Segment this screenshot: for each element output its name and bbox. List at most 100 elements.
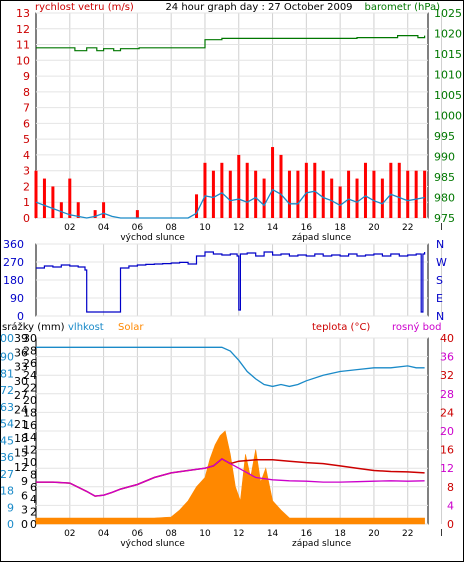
rain-y-tick-24: 24 bbox=[23, 369, 37, 382]
wind-gust-bar bbox=[389, 162, 393, 218]
wind-gust-bar bbox=[355, 178, 359, 218]
rain-y-tick-8: 8 bbox=[30, 468, 37, 481]
bottom-x-tick-12: 12 bbox=[233, 529, 244, 539]
right-y-tick-0: 0 bbox=[447, 518, 454, 531]
right-y-tick-20: 20 bbox=[440, 425, 454, 438]
wind-speed-line bbox=[35, 188, 425, 219]
top-x-tick-10: 10 bbox=[199, 223, 211, 233]
right-y-tick-36: 36 bbox=[440, 351, 454, 364]
direction-y-tick-90: 90 bbox=[10, 292, 24, 305]
humidity-y-tick-36: 36 bbox=[0, 451, 14, 464]
wind-y-tick-9: 9 bbox=[23, 70, 30, 83]
top-x-tick-14: 14 bbox=[267, 223, 279, 233]
wind-gust-bar bbox=[245, 162, 249, 218]
wind-gust-bar bbox=[220, 162, 224, 218]
pressure-y-tick-1000: 1000 bbox=[434, 110, 462, 123]
solar-area bbox=[35, 430, 425, 525]
wind-gust-bar bbox=[406, 170, 410, 218]
top-x-tick-16: 16 bbox=[301, 223, 313, 233]
wind-y-tick-1: 1 bbox=[23, 196, 30, 209]
wind-y-tick-8: 8 bbox=[23, 86, 30, 99]
wind-gust-bar bbox=[338, 186, 342, 218]
wind-gust-bar bbox=[313, 162, 317, 218]
direction-y-tick-270: 270 bbox=[3, 256, 24, 269]
bottom-x-tick-18: 18 bbox=[334, 529, 346, 539]
direction-compass-N-4: N bbox=[436, 310, 444, 323]
top-sunrise-label: východ slunce bbox=[120, 233, 185, 243]
wind-gust-bar bbox=[321, 170, 325, 218]
temp-left-tick-30: 30 bbox=[14, 375, 28, 388]
direction-compass-E-3: E bbox=[436, 292, 443, 305]
rain-y-tick-2: 2 bbox=[30, 506, 37, 519]
wind-gust-bar bbox=[414, 170, 418, 218]
wind-y-tick-4: 4 bbox=[23, 149, 30, 162]
top-x-tick-08: 08 bbox=[165, 223, 177, 233]
pressure-y-tick-1010: 1010 bbox=[434, 69, 462, 82]
bottom-x-tick-04: 04 bbox=[98, 529, 110, 539]
wind-gust-bar bbox=[228, 170, 232, 218]
humidity-y-tick-81: 81 bbox=[0, 367, 14, 380]
wind-gust-bar bbox=[271, 147, 275, 218]
rain-y-tick-16: 16 bbox=[23, 419, 37, 432]
wind-gust-bar bbox=[135, 210, 139, 218]
wind-y-tick-3: 3 bbox=[23, 165, 30, 178]
legend-humidity: vlhkost bbox=[68, 322, 104, 333]
wind-y-tick-12: 12 bbox=[16, 23, 30, 36]
humidity-line bbox=[36, 346, 425, 388]
rain-y-tick-20: 20 bbox=[23, 394, 37, 407]
bottom-x-tick-06: 06 bbox=[132, 529, 144, 539]
bottom-x-tick-10: 10 bbox=[199, 529, 211, 539]
pressure-y-tick-975: 975 bbox=[434, 212, 455, 225]
direction-y-tick-0: 0 bbox=[17, 310, 24, 323]
temp-left-tick-39: 39 bbox=[14, 332, 28, 345]
wind-gust-bar bbox=[363, 162, 367, 218]
temp-left-tick-18: 18 bbox=[14, 432, 28, 445]
wind-gust-bar bbox=[380, 178, 384, 218]
humidity-y-tick-100: 100 bbox=[0, 332, 14, 345]
temp-left-tick-24: 24 bbox=[14, 404, 28, 417]
bottom-x-tick-02: 02 bbox=[64, 529, 75, 539]
humidity-y-tick-45: 45 bbox=[0, 434, 14, 447]
top-x-tick-12: 12 bbox=[233, 223, 244, 233]
right-y-tick-28: 28 bbox=[440, 388, 454, 401]
direction-compass-S-2: S bbox=[436, 274, 443, 287]
bottom-x-tick-20: 20 bbox=[368, 529, 380, 539]
wind-gust-bar bbox=[279, 154, 283, 218]
top-x-tick-20: 20 bbox=[368, 223, 380, 233]
top-x-tick-22: 22 bbox=[402, 223, 413, 233]
rain-y-tick-14: 14 bbox=[23, 431, 37, 444]
pressure-y-tick-980: 980 bbox=[434, 192, 455, 205]
wind-gust-bar bbox=[68, 178, 72, 218]
wind-gust-bar bbox=[211, 170, 215, 218]
right-y-tick-4: 4 bbox=[447, 499, 454, 512]
rain-y-tick-12: 12 bbox=[23, 444, 37, 457]
wind-pressure-chart: 0123456789101112139759809859909951000100… bbox=[16, 2, 462, 243]
pressure-y-tick-1025: 1025 bbox=[434, 7, 462, 20]
pressure-y-tick-1020: 1020 bbox=[434, 28, 462, 41]
humidity-y-tick-90: 90 bbox=[0, 351, 14, 364]
wind-gust-bar bbox=[203, 162, 207, 218]
wind-gust-bar bbox=[423, 170, 427, 218]
wind-gust-bar bbox=[330, 178, 334, 218]
temp-left-tick-27: 27 bbox=[14, 389, 28, 402]
humidity-y-tick-18: 18 bbox=[0, 485, 14, 498]
temp-left-tick-0: 0 bbox=[21, 518, 28, 531]
temp-left-tick-33: 33 bbox=[14, 361, 28, 374]
wind-gust-bar bbox=[397, 162, 401, 218]
pressure-y-tick-1005: 1005 bbox=[434, 89, 462, 102]
legend-rain: srážky (mm) bbox=[2, 321, 65, 333]
wind-gust-bar bbox=[93, 210, 97, 218]
top-x-tick-02: 02 bbox=[64, 223, 75, 233]
direction-y-tick-180: 180 bbox=[3, 274, 24, 287]
pressure-line bbox=[36, 34, 426, 52]
bottom-sunrise-label: východ slunce bbox=[120, 539, 185, 549]
bottom-x-tick-22: 22 bbox=[402, 529, 413, 539]
wind-gust-bar bbox=[304, 162, 308, 218]
temp-left-tick-12: 12 bbox=[14, 461, 28, 474]
top-x-tick-06: 06 bbox=[132, 223, 144, 233]
rain-y-tick-18: 18 bbox=[23, 406, 37, 419]
rain-y-tick-10: 10 bbox=[23, 456, 37, 469]
